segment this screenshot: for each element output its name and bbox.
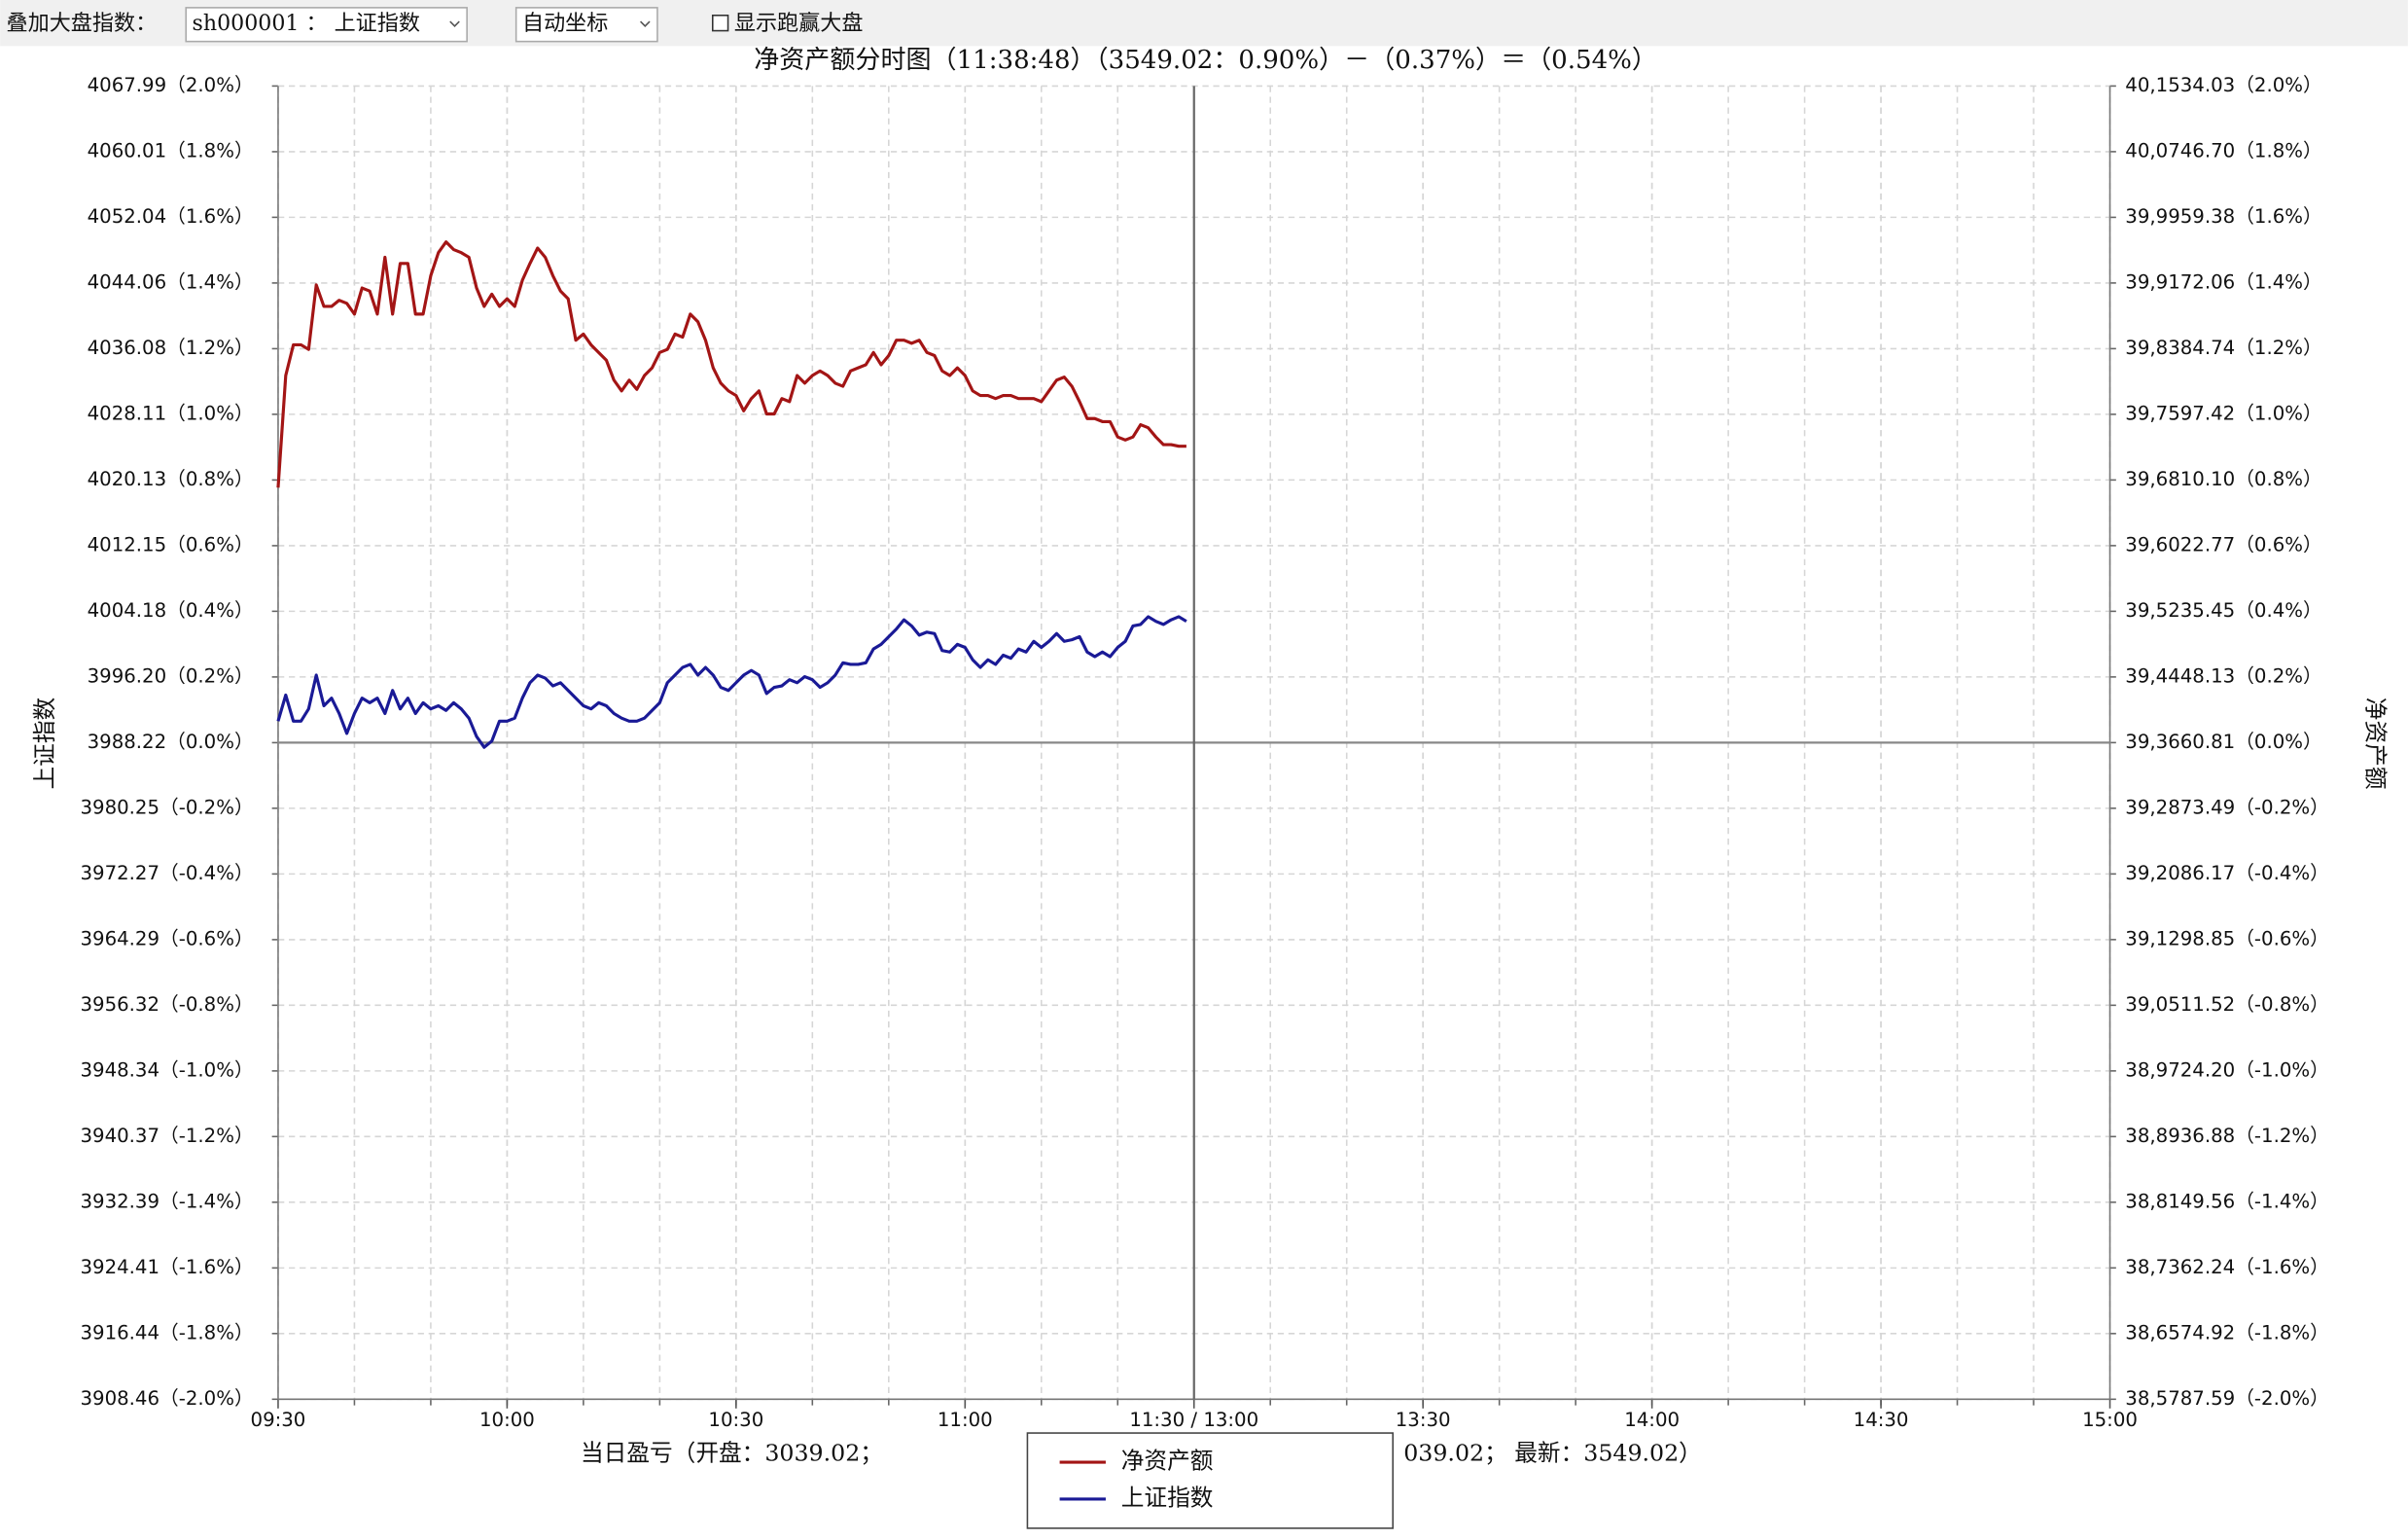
grid: 4067.99（2.0%） 4060.01（1.8%） 4052.04（1.6%） 4… [80,74,2328,1431]
y-tick-label: 3924.41（-1.6%） [80,1256,253,1278]
y2-tick-label: 39,9172.06（1.4%） [2125,270,2321,293]
y-tick-label: 4004.18（0.4%） [88,599,254,622]
plot [276,240,1187,749]
y-tick-label: 4020.13（0.8%） [88,468,254,490]
y2-tick-label: 39,0511.52（-0.8%） [2125,993,2329,1016]
legend-label: 净资产额 [1121,1448,1214,1475]
y-axis-label: 上证指数 [31,698,58,790]
select-box[interactable] [514,7,658,43]
y2-tick-label: 39,2873.49（-0.2%） [2125,796,2329,818]
y2-tick-label: 40,1534.03（2.0%） [2125,74,2321,96]
y-tick-label: 4052.04（1.6%） [88,205,254,228]
index-select[interactable]: sh000001 ： 上证指数 [185,7,468,43]
checkbox[interactable] [711,14,729,32]
y2-tick-label: 39,5235.45（0.4%） [2125,599,2321,622]
y-tick-label: 3940.37（-1.2%） [80,1125,253,1147]
footer-right: 039.02； 最新：3549.02） [1403,1440,1702,1467]
footer-left: 当日盈亏（开盘：3039.02； [581,1440,883,1467]
y2-tick-label: 38,8149.56（-1.4%） [2125,1190,2329,1212]
legend-label: 上证指数 [1121,1484,1214,1511]
y-tick-label: 3980.25（-0.2%） [80,796,253,818]
y-tick-label: 3964.29（-0.6%） [80,927,253,949]
x-tick-label: 14:30 [1854,1409,1909,1431]
x-tick-label: 11:00 [938,1409,993,1431]
y-tick-label: 3996.20（0.2%） [88,664,254,687]
y2-tick-label: 38,9724.20（-1.0%） [2125,1058,2329,1081]
select-text[interactable]: 自动坐标 [522,11,608,36]
x-tick-label: 11:30 / 13:00 [1129,1409,1258,1431]
y2-axis-label: 净资产额 [2362,698,2390,790]
x-tick-label: 09:30 [251,1409,306,1431]
y2-tick-label: 40,0746.70（1.8%） [2125,139,2321,161]
y-tick-label: 3932.39（-1.4%） [80,1190,253,1212]
y-tick-label: 4028.11（1.0%） [88,402,254,424]
y-tick-label: 3916.44（-1.8%） [80,1321,253,1343]
checkbox-label[interactable]: 显示跑赢大盘 [734,11,864,36]
series-line [276,240,1186,488]
y-tick-label: 4036.08（1.2%） [88,337,254,359]
y2-tick-label: 39,3660.81（0.0%） [2125,731,2321,753]
y2-tick-label: 39,7597.42（1.0%） [2125,402,2321,424]
select-arrow[interactable] [640,20,651,27]
y2-tick-label: 39,1298.85（-0.6%） [2125,927,2329,949]
x-tick-label: 14:00 [1624,1409,1680,1431]
x-tick-label: 10:00 [479,1409,535,1431]
y-tick-label: 4012.15（0.6%） [88,533,254,555]
overlay-label: 叠加大盘指数： [7,11,158,36]
y-tick-label: 4044.06（1.4%） [88,270,254,293]
y2-tick-label: 38,7362.24（-1.6%） [2125,1256,2329,1278]
y2-tick-label: 39,4448.13（0.2%） [2125,664,2321,687]
legend-box [1026,1432,1394,1529]
y2-tick-label: 39,8384.74（1.2%） [2125,337,2321,359]
select-box[interactable] [185,7,468,43]
y2-tick-label: 39,6022.77（0.6%） [2125,533,2321,555]
y-tick-label: 3948.34（-1.0%） [80,1058,253,1081]
y2-tick-label: 39,2086.17（-0.4%） [2125,862,2329,884]
y2-tick-label: 39,9959.38（1.6%） [2125,205,2321,228]
y-tick-label: 4060.01（1.8%） [88,139,254,161]
y-tick-label: 3972.27（-0.4%） [80,862,253,884]
y-tick-label: 3988.22（0.0%） [88,731,254,753]
y2-tick-label: 39,6810.10（0.8%） [2125,468,2321,490]
x-tick-label: 10:30 [708,1409,763,1431]
y-tick-label: 4067.99（2.0%） [88,74,254,96]
y-tick-label: 3908.46（-2.0%） [80,1387,253,1410]
y2-tick-label: 38,6574.92（-1.8%） [2125,1321,2329,1343]
select-text[interactable]: sh000001 ： 上证指数 [193,11,420,36]
y2-tick-label: 38,8936.88（-1.2%） [2125,1125,2329,1147]
y-tick-label: 3956.32（-0.8%） [80,993,253,1016]
series-line [276,615,1187,749]
select-arrow[interactable] [449,20,460,27]
y2-tick-label: 38,5787.59（-2.0%） [2125,1387,2329,1410]
chart-title: 净资产额分时图（11:38:48）（3549.02：0.90%）－（0.37%）… [754,46,1657,75]
x-tick-label: 15:00 [2082,1409,2138,1431]
x-tick-label: 13:30 [1396,1409,1451,1431]
scale-select[interactable]: 自动坐标 [514,7,658,43]
